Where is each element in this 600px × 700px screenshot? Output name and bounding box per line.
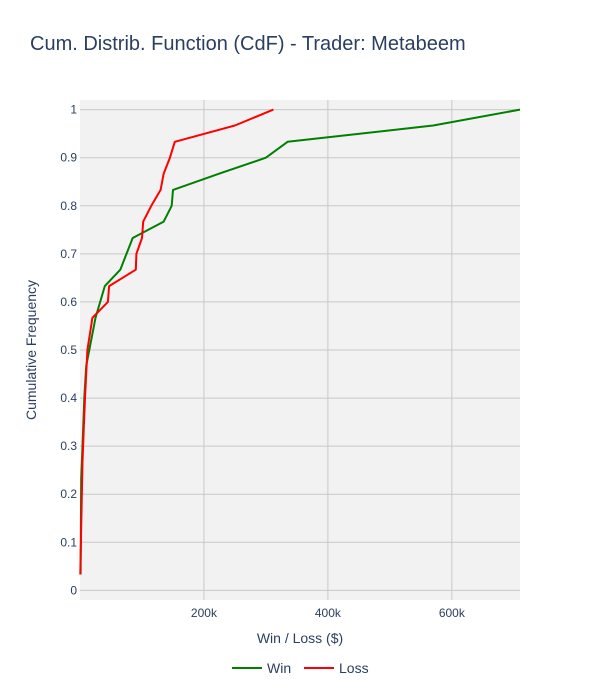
y-tick-label: 0.9 bbox=[60, 151, 77, 165]
y-tick-label: 0.8 bbox=[60, 199, 77, 213]
chart-title: Cum. Distrib. Function (CdF) - Trader: M… bbox=[30, 33, 466, 55]
axis-ticks: 0 0.1 0.2 0.3 0.4 0.5 0.6 0.7 0.8 0.9 1 200k 400k 600… bbox=[60, 103, 466, 620]
x-tick-label: 600k bbox=[439, 606, 466, 620]
legend[interactable]: Win Loss bbox=[232, 660, 369, 676]
y-tick-label: 0.2 bbox=[60, 487, 77, 501]
legend-label: Win bbox=[267, 660, 291, 676]
y-tick-label: 0.6 bbox=[60, 295, 77, 309]
y-tick-label: 0.1 bbox=[60, 535, 77, 549]
y-tick-label: 1 bbox=[70, 103, 77, 117]
y-tick-label: 0.5 bbox=[60, 343, 77, 357]
grid-lines bbox=[80, 100, 520, 600]
y-tick-label: 0 bbox=[70, 583, 77, 597]
x-tick-label: 400k bbox=[315, 606, 342, 620]
legend-item-loss[interactable]: Loss bbox=[304, 660, 369, 676]
series-lines bbox=[79, 108, 521, 575]
y-axis-label: Cumulative Frequency bbox=[23, 280, 39, 420]
series-line-loss bbox=[79, 108, 274, 575]
legend-label: Loss bbox=[339, 660, 369, 676]
x-tick-label: 200k bbox=[191, 606, 218, 620]
x-axis-label: Win / Loss ($) bbox=[257, 630, 343, 646]
y-tick-label: 0.3 bbox=[60, 439, 77, 453]
y-tick-label: 0.7 bbox=[60, 247, 77, 261]
y-tick-label: 0.4 bbox=[60, 391, 77, 405]
legend-item-win[interactable]: Win bbox=[232, 660, 291, 676]
